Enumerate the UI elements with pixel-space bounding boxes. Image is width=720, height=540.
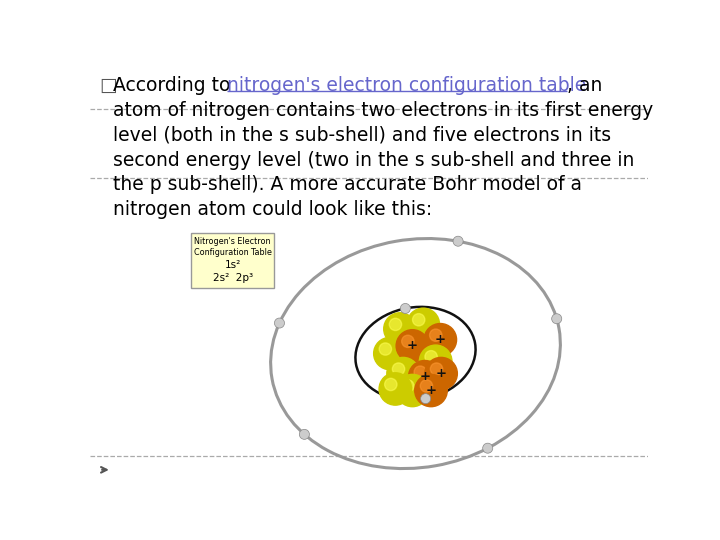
- Circle shape: [379, 343, 392, 355]
- Circle shape: [414, 366, 426, 378]
- Circle shape: [400, 303, 410, 313]
- Circle shape: [390, 318, 402, 330]
- Circle shape: [396, 374, 428, 407]
- Circle shape: [552, 314, 562, 324]
- Circle shape: [392, 363, 405, 375]
- Circle shape: [482, 443, 492, 453]
- Circle shape: [402, 335, 414, 347]
- Circle shape: [396, 330, 428, 362]
- Text: nitrogen atom could look like this:: nitrogen atom could look like this:: [113, 200, 433, 219]
- Circle shape: [415, 374, 447, 407]
- Circle shape: [413, 314, 425, 326]
- Text: 2s²  2p³: 2s² 2p³: [212, 273, 253, 283]
- Text: level (both in the s sub-shell) and five electrons in its: level (both in the s sub-shell) and five…: [113, 125, 611, 145]
- Circle shape: [453, 236, 463, 246]
- Text: □: □: [99, 76, 117, 94]
- Text: +: +: [419, 370, 431, 383]
- Circle shape: [420, 380, 433, 392]
- Circle shape: [425, 357, 457, 390]
- Circle shape: [374, 338, 406, 370]
- Text: nitrogen's electron configuration table: nitrogen's electron configuration table: [227, 76, 586, 94]
- Text: atom of nitrogen contains two electrons in its first energy: atom of nitrogen contains two electrons …: [113, 100, 654, 119]
- Circle shape: [419, 345, 452, 377]
- Circle shape: [402, 380, 414, 392]
- Text: 1s²: 1s²: [225, 260, 240, 271]
- Text: , an: , an: [567, 76, 602, 94]
- Circle shape: [424, 323, 456, 356]
- Circle shape: [430, 329, 442, 341]
- Text: +: +: [426, 384, 436, 397]
- Text: +: +: [436, 367, 446, 380]
- Text: the p sub-shell). A more accurate Bohr model of a: the p sub-shell). A more accurate Bohr m…: [113, 176, 582, 194]
- Text: +: +: [407, 339, 418, 353]
- Circle shape: [408, 361, 441, 393]
- Text: Nitrogen's Electron
Configuration Table: Nitrogen's Electron Configuration Table: [194, 237, 271, 258]
- Circle shape: [384, 379, 397, 390]
- Circle shape: [300, 429, 310, 440]
- Text: +: +: [435, 333, 446, 346]
- Circle shape: [384, 313, 416, 345]
- Text: According to: According to: [113, 76, 237, 94]
- Circle shape: [274, 318, 284, 328]
- Circle shape: [387, 357, 419, 390]
- Text: second energy level (two in the s sub-shell and three in: second energy level (two in the s sub-sh…: [113, 151, 634, 170]
- Circle shape: [431, 363, 443, 375]
- Circle shape: [407, 308, 439, 340]
- Circle shape: [425, 350, 437, 363]
- FancyBboxPatch shape: [191, 233, 274, 288]
- Circle shape: [420, 394, 431, 404]
- Circle shape: [379, 373, 412, 405]
